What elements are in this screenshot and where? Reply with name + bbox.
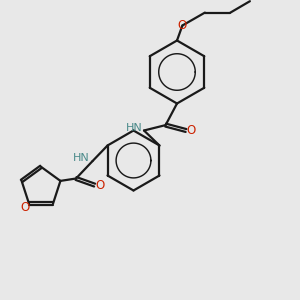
- Text: HN: HN: [74, 153, 90, 163]
- Text: HN: HN: [126, 123, 142, 133]
- Text: O: O: [178, 19, 187, 32]
- Text: O: O: [21, 201, 30, 214]
- Text: O: O: [187, 124, 196, 137]
- Text: O: O: [95, 178, 105, 192]
